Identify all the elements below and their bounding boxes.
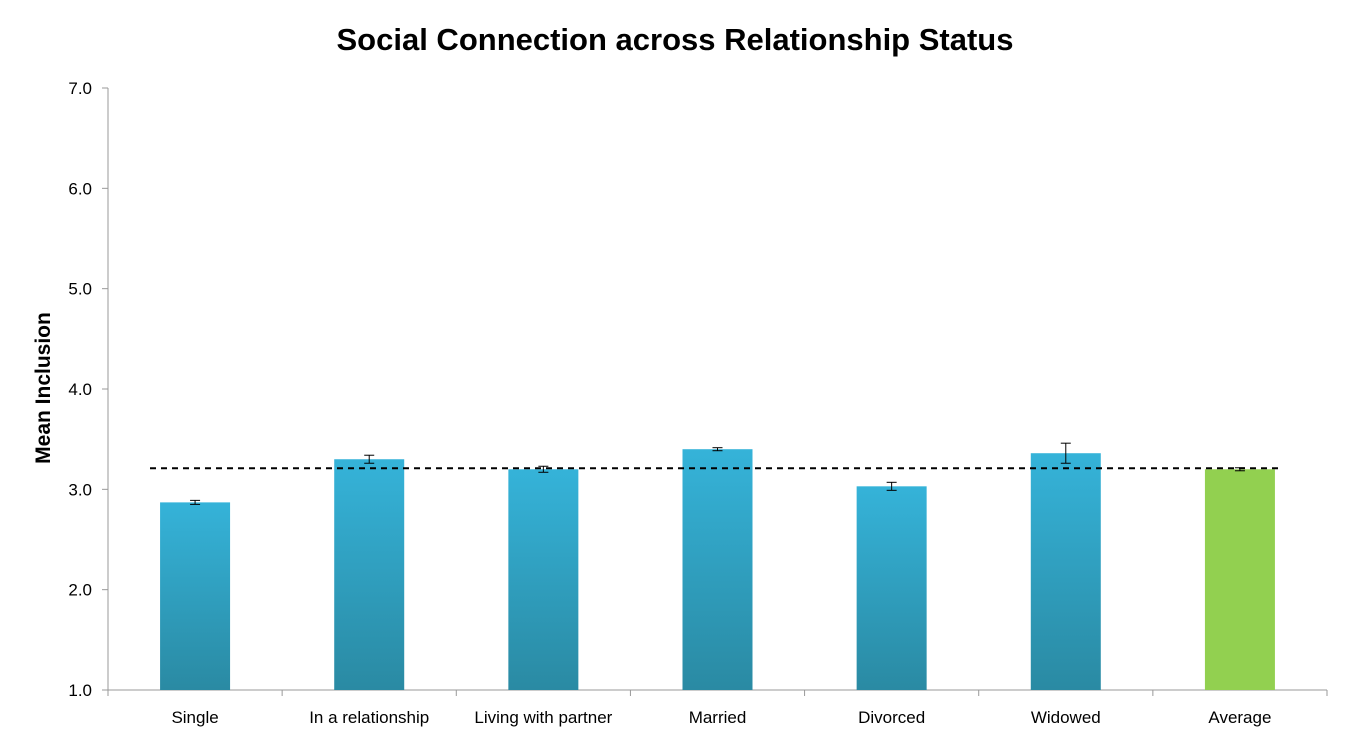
y-tick-label: 5.0: [68, 280, 92, 299]
x-tick-label: In a relationship: [309, 708, 429, 727]
bar-average: [1204, 469, 1275, 690]
x-tick-label: Single: [171, 708, 218, 727]
bar-married: [682, 449, 753, 690]
y-tick-label: 4.0: [68, 380, 92, 399]
error-bars: [190, 442, 1245, 505]
bar-single: [160, 502, 231, 690]
bar-in-a-relationship: [334, 459, 405, 690]
x-tick-label: Divorced: [858, 708, 925, 727]
y-tick-label: 7.0: [68, 79, 92, 98]
x-tick-label: Married: [689, 708, 747, 727]
bars: [160, 449, 1275, 690]
chart-title: Social Connection across Relationship St…: [337, 22, 1014, 57]
x-tick-label: Average: [1208, 708, 1271, 727]
x-tick-label: Living with partner: [474, 708, 612, 727]
labels: 1.0 2.0 3.0 4.0 5.0 6.0 7.0 Single In a relation…: [68, 79, 1271, 727]
bar-divorced: [856, 486, 927, 690]
y-tick-label: 6.0: [68, 179, 92, 198]
y-axis-label: Mean Inclusion: [32, 312, 55, 464]
y-tick-label: 1.0: [68, 681, 92, 700]
bar-living-with-partner: [508, 469, 579, 690]
y-tick-label: 2.0: [68, 581, 92, 600]
bar-widowed: [1030, 453, 1101, 690]
x-tick-label: Widowed: [1031, 708, 1101, 727]
y-tick-label: 3.0: [68, 480, 92, 499]
